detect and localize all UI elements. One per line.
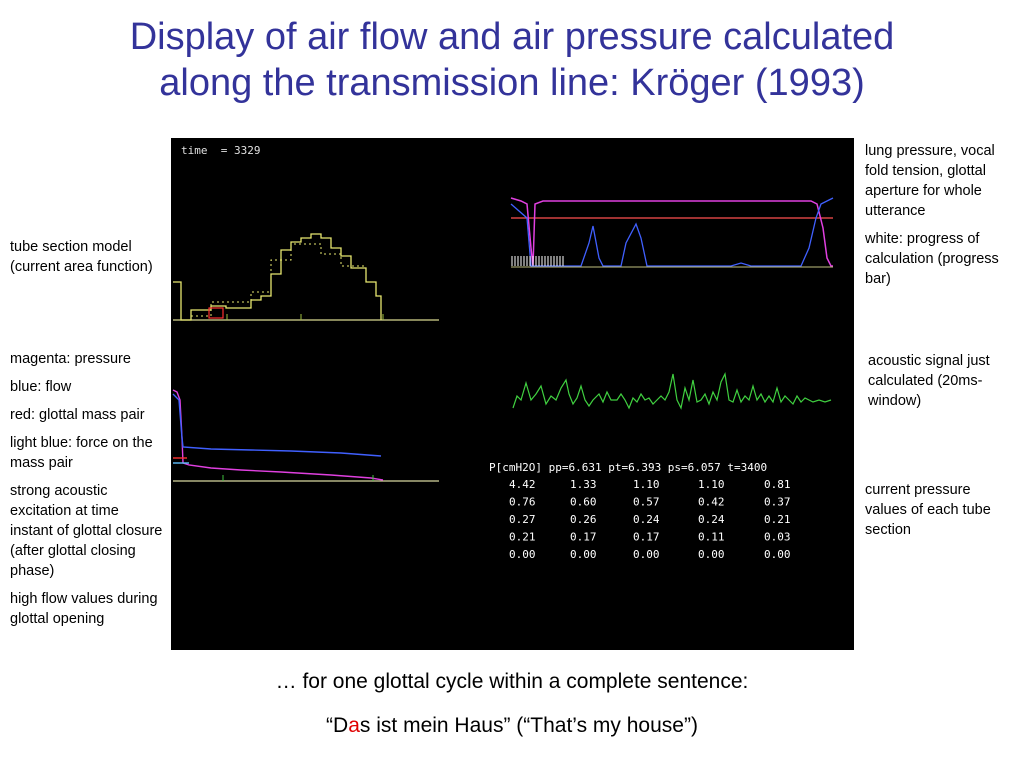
pressure-flow-plot	[172, 389, 439, 482]
title-line-1: Display of air flow and air pressure cal…	[129, 16, 895, 58]
pressure-cell: 1.10	[698, 478, 725, 491]
notes-right-middle: acoustic signal just calculated (20ms-wi…	[868, 351, 1018, 419]
pressure-cell: 0.24	[633, 513, 660, 526]
caption-rest: s ist mein Haus” (“That’s my house”)	[359, 714, 698, 737]
note-tube-model: tube section model (current area functio…	[10, 237, 160, 285]
flow-curve	[172, 393, 382, 457]
notes-right-bottom: current pressure values of each tube sec…	[865, 480, 1015, 548]
pressure-cell: 0.81	[764, 478, 791, 491]
slide-title: Display of air flow and air pressure cal…	[60, 14, 964, 106]
pressure-cell: 4.42	[509, 478, 536, 491]
pressure-cell: 0.03	[764, 531, 791, 544]
note-lightblue: light blue: force on the mass pair	[10, 435, 153, 471]
caption-line-2: “Das ist mein Haus” (“That’s my house”)	[0, 714, 1024, 738]
title-line-2: along the transmission line: Kröger (199…	[159, 62, 865, 104]
note-excitation: strong acoustic excitation at time insta…	[10, 483, 163, 579]
pressure-cell: 0.60	[570, 496, 597, 509]
pressure-cell: 0.57	[633, 496, 660, 509]
pressure-cell: 0.24	[698, 513, 725, 526]
pressure-cell: 0.00	[698, 548, 725, 561]
pressure-cell: 0.00	[509, 548, 536, 561]
pressure-curve	[172, 389, 384, 481]
note-current: current pressure values of each tube sec…	[865, 482, 991, 538]
glottal-mass-marker	[208, 307, 224, 319]
caption-line-1: … for one glottal cycle within a complet…	[275, 670, 749, 693]
pressure-cell: 0.00	[570, 548, 597, 561]
pressure-cell: 0.42	[698, 496, 725, 509]
note-red: red: glottal mass pair	[10, 407, 145, 423]
tube-area-dotted	[191, 243, 366, 317]
pressure-cell: 0.76	[509, 496, 536, 509]
pressure-cell: 0.21	[509, 531, 536, 544]
caption-highlight-letter: a	[348, 714, 360, 737]
pressure-cell: 0.26	[570, 513, 597, 526]
pressure-cell: 0.00	[764, 548, 791, 561]
pressure-header: P[cmH2O] pp=6.631 pt=6.393 ps=6.057 t=34…	[489, 461, 767, 474]
pressure-cell: 0.17	[570, 531, 597, 544]
note-highflow: high flow values during glottal opening	[10, 591, 158, 627]
simulation-screen: time = 3329	[171, 138, 854, 650]
tube-section-plot	[173, 233, 439, 321]
note-acoustic: acoustic signal just calculated (20ms-wi…	[868, 353, 990, 409]
caption-open: “D	[326, 714, 349, 737]
pressure-table: 4.42 1.33 1.10 1.10 0.81 0.76 0.60 0.57 0.42 0.37…	[509, 478, 791, 561]
note-lung: lung pressure, vocal fold tension, glott…	[865, 143, 995, 219]
acoustic-signal	[512, 372, 832, 410]
note-blue: blue: flow	[10, 379, 72, 395]
pressure-cell: 0.00	[633, 548, 660, 561]
pressure-cell: 0.11	[698, 531, 725, 544]
notes-right-top: lung pressure, vocal fold tension, glott…	[865, 141, 1015, 297]
pressure-cell: 0.37	[764, 496, 791, 509]
pressure-cell: 1.33	[570, 478, 597, 491]
progress-bar	[511, 256, 564, 266]
time-label: time = 3329	[181, 144, 260, 157]
note-tube-text: tube section model (current area functio…	[10, 239, 153, 275]
pressure-cell: 0.27	[509, 513, 536, 526]
tube-area-function	[173, 233, 382, 321]
simulation-plots: time = 3329	[172, 144, 834, 561]
note-white: white: progress of calculation (progress…	[865, 231, 999, 287]
utterance-overview-plot	[510, 197, 834, 268]
note-magenta: magenta: pressure	[10, 351, 131, 367]
glottal-aperture-curve	[510, 197, 834, 267]
legend-notes-left: magenta: pressure blue: flow red: glotta…	[10, 349, 165, 637]
pressure-cell: 1.10	[633, 478, 660, 491]
pressure-cell: 0.21	[764, 513, 791, 526]
pressure-cell: 0.17	[633, 531, 660, 544]
vocal-fold-tension-curve	[510, 197, 833, 267]
